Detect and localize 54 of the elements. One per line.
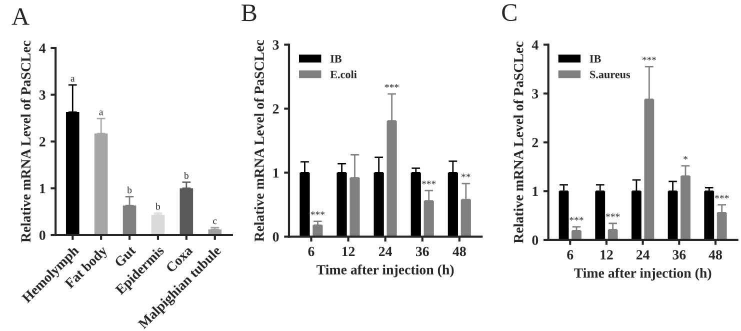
x-axis-title: Time after injection (h) [316,264,454,278]
y-tick-label: 3 [532,89,538,98]
y-tick-label: 1 [40,184,46,194]
annotation: a [99,110,104,116]
x-tick-label: 24 [636,250,650,260]
annotation: *** [642,56,656,60]
x-tick-label: 12 [342,246,355,256]
y-tick-label: 3 [39,90,46,100]
x-axis-title: Time after injection (h) [574,268,712,281]
annotation: * [684,156,688,160]
annotation: ** [462,174,470,178]
y-tick-label: 2 [272,104,279,114]
legend-label: IB [590,55,601,62]
y-tick-label: 4 [39,44,46,53]
chart-title: A [12,8,30,25]
x-tick-label: 48 [452,246,466,256]
y-axis-title: Relative mRNA Level of PaSCLec [20,40,31,242]
y-tick-label: 3 [272,40,279,50]
x-tick-label: 24 [378,246,392,256]
annotation: *** [310,211,325,216]
bar [151,214,165,236]
y-axis-title: Relative mRNA Level of PaSCLec [513,42,524,244]
y-axis-title: Relative mRNA Level of PaSCLec [254,40,264,242]
x-tick-label: 6 [567,250,574,260]
annotation: c [213,219,217,224]
x-tick-label: 48 [708,250,722,260]
chart-title: C [502,4,516,21]
annotation: b [127,186,132,194]
annotation: a [70,76,75,82]
legend-label: E.coli [330,70,357,78]
bar [410,172,421,237]
y-tick-label: 2 [532,138,538,148]
y-tick-label: 0 [272,232,279,242]
legend-label: S.aureus [590,70,630,78]
annotation: *** [570,216,584,221]
annotation: *** [715,194,729,199]
x-tick-label: 36 [672,250,686,260]
y-tick-label: 2 [39,137,46,146]
annotation: *** [384,84,399,88]
x-tick-label: 36 [416,246,429,256]
x-tick-label: 6 [308,246,314,256]
x-tick-label: 12 [600,250,613,260]
annotation: b [184,172,188,179]
y-tick-label: 1 [273,168,279,178]
annotation: *** [606,214,620,218]
y-tick-label: 0 [39,230,46,240]
y-tick-label: 0 [532,236,538,245]
y-tick-label: 1 [532,186,538,196]
bar [704,191,714,240]
y-tick-label: 4 [532,40,538,50]
chart-title: B [242,4,256,22]
annotation: b [156,202,160,210]
legend-label: IB [330,55,342,62]
annotation: *** [422,180,436,184]
